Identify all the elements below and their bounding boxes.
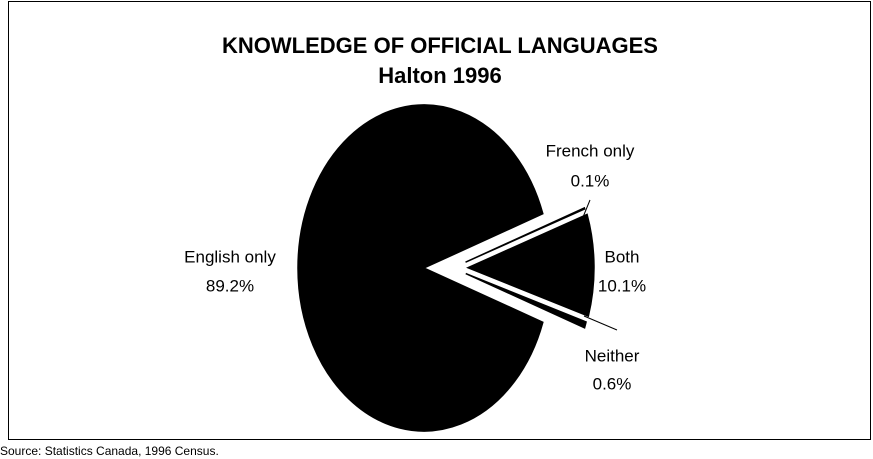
slice-label: French only (546, 141, 635, 160)
source-note: Source: Statistics Canada, 1996 Census. (0, 444, 219, 458)
slice-value-label: 89.2% (206, 276, 254, 295)
pie-slice (466, 213, 595, 318)
slice-value-label: 10.1% (598, 276, 646, 295)
chart-subtitle: Halton 1996 (378, 63, 502, 88)
slice-label: Both (605, 247, 640, 266)
leader-line (583, 315, 618, 331)
chart-title: KNOWLEDGE OF OFFICIAL LANGUAGES (222, 33, 658, 58)
slice-label: Neither (585, 346, 640, 365)
pie-slice (465, 272, 587, 329)
slice-label: English only (184, 247, 276, 266)
slice-value-label: 0.6% (593, 374, 632, 393)
slice-value-label: 0.1% (571, 171, 610, 190)
chart-frame (8, 1, 871, 440)
pie-slice (297, 104, 544, 432)
pie-slice (465, 206, 586, 263)
